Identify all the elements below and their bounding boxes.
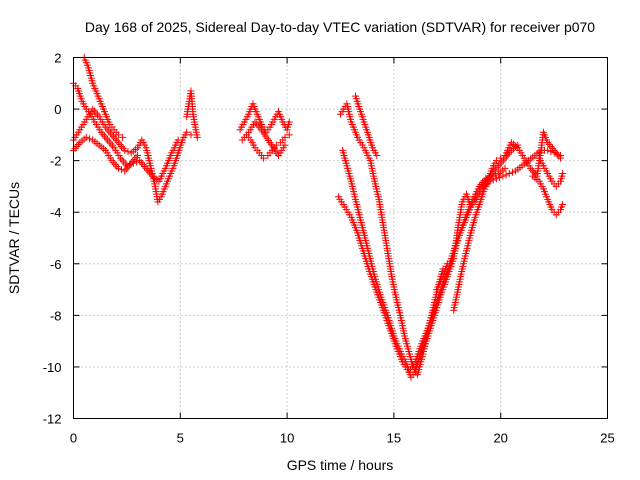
data-point [528, 166, 536, 174]
data-point [108, 142, 116, 150]
data-point [373, 151, 381, 159]
data-point [114, 139, 122, 147]
x-tick-label: 5 [177, 431, 184, 446]
data-point [502, 171, 510, 179]
data-points [70, 54, 567, 381]
data-point [113, 137, 121, 145]
data-point [548, 144, 556, 152]
data-point [530, 168, 538, 176]
data-point [504, 150, 512, 158]
data-point [119, 133, 127, 141]
data-point [260, 154, 268, 162]
data-point [496, 173, 504, 181]
data-point [118, 156, 126, 164]
data-point [544, 146, 552, 154]
data-point [122, 165, 130, 173]
data-point [116, 141, 124, 149]
data-point [110, 159, 118, 167]
data-point [121, 146, 129, 154]
data-point [139, 161, 147, 169]
data-point [82, 133, 90, 141]
x-tick-label: 20 [493, 431, 507, 446]
data-point [134, 151, 142, 159]
data-point [74, 141, 82, 149]
data-point [559, 200, 567, 208]
data-point [114, 164, 122, 172]
data-point [557, 154, 565, 162]
axis-ticks: 0 5 10 15 20 25 -12 -10 -8 -6 -4 -2 0 2 [43, 51, 615, 446]
data-point [501, 164, 509, 172]
data-point [193, 133, 201, 141]
data-point [107, 140, 115, 148]
data-point [118, 142, 126, 150]
data-point [555, 152, 563, 160]
data-point [102, 134, 110, 142]
y-tick-label: -2 [50, 154, 62, 169]
data-point [94, 111, 102, 119]
y-tick-label: 2 [54, 51, 61, 66]
data-point [141, 162, 149, 170]
data-point [499, 172, 507, 180]
y-tick-label: -4 [50, 205, 62, 220]
y-tick-label: -10 [43, 360, 62, 375]
data-point [497, 154, 505, 162]
x-tick-label: 25 [600, 431, 614, 446]
data-point [105, 138, 113, 146]
data-point [552, 148, 560, 156]
data-point [73, 142, 81, 150]
chart-title: Day 168 of 2025, Sidereal Day-to-day VTE… [85, 19, 595, 35]
data-point [547, 142, 555, 150]
data-point [86, 135, 94, 143]
data-point [183, 128, 191, 136]
data-point [489, 176, 497, 184]
y-tick-label: -12 [43, 412, 62, 427]
data-point [118, 166, 126, 174]
data-point [559, 170, 567, 178]
data-point [105, 127, 113, 135]
data-point [111, 161, 119, 169]
y-axis-label: SDTVAR / TECUs [6, 182, 22, 294]
data-point [281, 133, 289, 141]
data-point [285, 131, 293, 139]
y-tick-label: -8 [50, 308, 62, 323]
data-point [100, 132, 108, 140]
data-point [106, 129, 114, 137]
plot-frame [73, 57, 608, 419]
data-point [496, 160, 504, 168]
data-point [71, 144, 79, 152]
data-point [137, 159, 145, 167]
data-point [104, 136, 112, 144]
data-point [187, 131, 195, 139]
data-point [281, 141, 289, 149]
data-point [491, 171, 499, 179]
data-point [174, 136, 182, 144]
x-tick-label: 15 [387, 431, 401, 446]
data-point [111, 135, 119, 143]
x-tick-label: 0 [70, 431, 77, 446]
data-point [99, 130, 107, 138]
data-point [492, 175, 500, 183]
data-point [256, 124, 264, 132]
x-axis-label: GPS time / hours [287, 457, 394, 473]
data-point [119, 144, 127, 152]
gridlines [73, 57, 608, 419]
data-point [120, 158, 128, 166]
data-point [92, 109, 100, 117]
data-point [505, 170, 513, 178]
data-point [114, 131, 122, 139]
data-point [492, 157, 500, 165]
data-point [553, 150, 561, 158]
data-point [498, 158, 506, 166]
y-tick-label: -6 [50, 257, 62, 272]
data-point [508, 168, 516, 176]
data-point [285, 118, 293, 126]
y-tick-label: 0 [54, 102, 61, 117]
x-tick-label: 10 [280, 431, 294, 446]
data-point [113, 162, 121, 170]
